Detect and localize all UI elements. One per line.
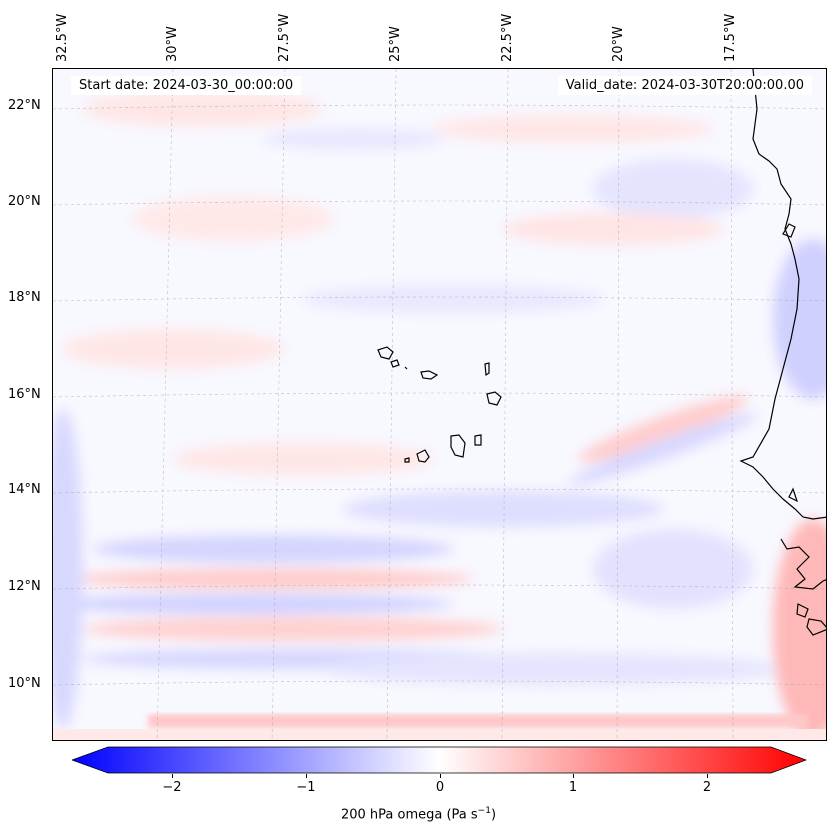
colorbar	[72, 746, 807, 774]
colorbar-title-end: )	[490, 807, 497, 823]
lon-label: 17.5°W	[723, 13, 738, 62]
gridlines	[53, 69, 826, 740]
colorbar-tick-label: 2	[702, 780, 712, 795]
colorbar-tick-label: −2	[162, 780, 182, 795]
omega-field-map	[53, 69, 826, 740]
lon-label: 30°W	[165, 26, 180, 62]
colorbar-tick	[573, 774, 574, 778]
colorbar-tick	[707, 774, 708, 778]
lon-label: 20°W	[611, 26, 626, 62]
lon-label: 25°W	[388, 26, 403, 62]
lat-label: 14°N	[8, 482, 41, 497]
lat-label: 10°N	[8, 676, 41, 691]
colorbar-tick	[172, 774, 173, 778]
map-panel	[52, 68, 827, 741]
colorbar-title-text: 200 hPa omega (Pa s	[340, 807, 478, 823]
cape-verde-islands	[377, 346, 502, 463]
lon-label: 22.5°W	[500, 13, 515, 62]
lat-label: 16°N	[8, 387, 41, 402]
lat-label: 18°N	[8, 290, 41, 305]
colorbar-tick-label: 0	[435, 780, 445, 795]
colorbar-title: 200 hPa omega (Pa s−1)	[0, 806, 837, 822]
colorbar-tick	[306, 774, 307, 778]
coastline	[739, 69, 826, 636]
lat-label: 22°N	[8, 98, 41, 113]
valid-date-label: Valid_date: 2024-03-30T20:00:00.00	[557, 76, 812, 95]
start-date-label: Start date: 2024-03-30_00:00:00	[71, 76, 302, 95]
colorbar-tick	[440, 774, 441, 778]
lon-label: 27.5°W	[277, 13, 292, 62]
omega-field	[53, 91, 826, 739]
lat-label: 20°N	[8, 194, 41, 209]
colorbar-tick-label: −1	[296, 780, 316, 795]
colorbar-title-exponent: −1	[477, 806, 491, 816]
boundary-band	[148, 714, 808, 728]
colorbar-tick-label: 1	[568, 780, 578, 795]
lat-label: 12°N	[8, 579, 41, 594]
lon-label: 32.5°W	[55, 13, 70, 62]
